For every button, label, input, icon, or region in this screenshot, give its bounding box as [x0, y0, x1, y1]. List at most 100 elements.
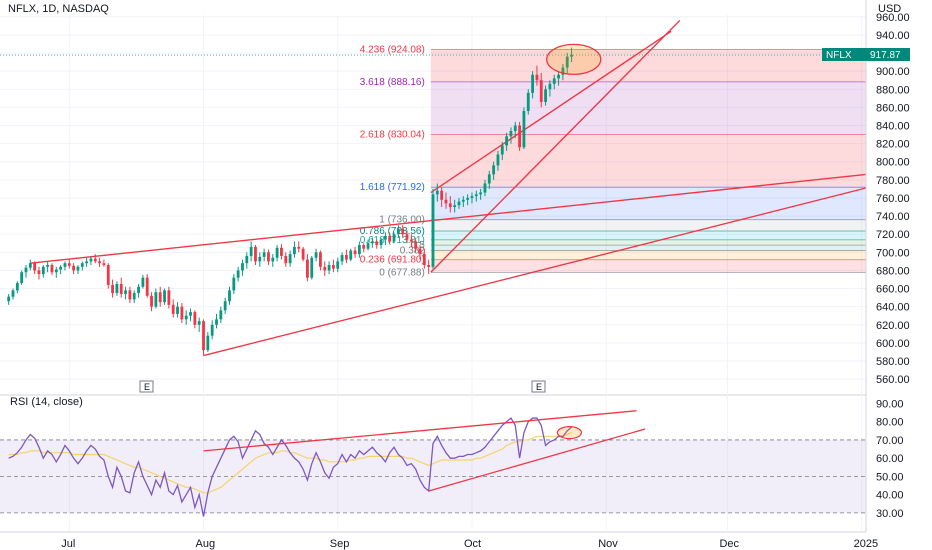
- candle-body: [93, 258, 97, 262]
- fib-band: [430, 49, 866, 82]
- candle-body: [388, 236, 392, 242]
- rsi-tick-label: 60.00: [876, 453, 904, 465]
- price-tick-label: 740.00: [876, 211, 910, 223]
- time-tick-label: Aug: [196, 538, 216, 550]
- candle-body: [76, 266, 80, 271]
- candle-body: [314, 252, 318, 258]
- candle-body: [340, 255, 344, 262]
- candle-body: [254, 246, 257, 262]
- rsi-trendline: [428, 428, 646, 492]
- candle-body: [132, 293, 136, 300]
- candle-body: [284, 255, 288, 264]
- price-tick-label: 880.00: [876, 84, 910, 96]
- candle-body: [461, 199, 465, 202]
- time-tick-label: 2025: [854, 538, 878, 550]
- axis-background: [866, 0, 932, 550]
- candle-body: [80, 263, 84, 267]
- candle-body: [570, 54, 573, 57]
- trendlines: [30, 19, 867, 357]
- candle-body: [357, 245, 361, 255]
- candle-body: [409, 239, 413, 242]
- candle-body: [448, 203, 452, 208]
- candle-body: [453, 205, 457, 208]
- candle-body: [353, 250, 357, 255]
- candle-body: [401, 228, 405, 235]
- trendline: [203, 187, 867, 357]
- candle-body: [232, 277, 236, 291]
- fib-level-label: 0 (677.88): [379, 267, 425, 278]
- candle-body: [137, 286, 140, 294]
- rsi-trendline: [203, 410, 637, 452]
- candle-body: [20, 272, 24, 284]
- fib-level-label: 0.786 (723.56): [360, 226, 425, 237]
- candle-body: [193, 312, 197, 325]
- price-tick-label: 600.00: [876, 338, 910, 350]
- earnings-marker-1[interactable]: E: [139, 380, 154, 393]
- candle-body: [15, 283, 19, 291]
- candles: [7, 47, 573, 356]
- candle-body: [11, 290, 15, 297]
- candle-body: [323, 266, 327, 271]
- candle-body: [106, 265, 110, 285]
- candle-body: [111, 284, 114, 294]
- candle-body: [306, 259, 309, 278]
- candle-body: [197, 321, 201, 325]
- candle-body: [370, 241, 374, 244]
- candle-body: [396, 228, 400, 235]
- candle-body: [487, 174, 491, 184]
- earnings-marker-2[interactable]: E: [531, 380, 546, 393]
- candle-body: [145, 277, 149, 296]
- candle-body: [470, 196, 474, 198]
- trendline: [30, 173, 867, 264]
- candle-body: [531, 74, 534, 93]
- fib-level-label: 0.5: [411, 240, 425, 251]
- candle-body: [535, 74, 539, 81]
- price-tick-label: 680.00: [876, 265, 910, 277]
- candle-body: [24, 267, 28, 273]
- rsi-tick-label: 80.00: [876, 417, 904, 429]
- candle-body: [418, 248, 422, 255]
- candle-body: [46, 265, 50, 267]
- candle-body: [293, 246, 296, 255]
- candle-body: [267, 252, 270, 262]
- candle-body: [59, 266, 63, 270]
- price-axis[interactable]: 560.00 580.00 600.00 620.00 640.00 660.00 680.…: [865, 0, 932, 550]
- currency-label: USD: [878, 3, 901, 15]
- candle-body: [72, 265, 76, 271]
- candle-body: [297, 246, 301, 249]
- candle-body: [431, 194, 435, 267]
- candle-body: [483, 183, 487, 193]
- price-tick-label: 800.00: [876, 157, 910, 169]
- candle-body: [474, 194, 478, 197]
- fib-band: [430, 187, 866, 220]
- candle-body: [561, 67, 565, 75]
- time-tick-label: Nov: [598, 538, 618, 550]
- price-badge-value: 917.87: [870, 50, 901, 61]
- fib-level-label: 1 (736.00): [379, 215, 425, 226]
- earnings-marker-text: E: [144, 382, 150, 392]
- candle-body: [180, 306, 184, 320]
- candle-body: [379, 239, 383, 246]
- candle-body: [119, 284, 123, 294]
- candle-body: [310, 257, 314, 278]
- candle-body: [422, 254, 426, 265]
- fib-labels: 4.236 (924.08) 3.618 (888.16) 2.618 (830.0…: [360, 44, 425, 278]
- candle-body: [219, 310, 223, 320]
- price-tick-label: 860.00: [876, 102, 910, 114]
- price-tick-label: 940.00: [876, 30, 910, 42]
- candle-body: [150, 295, 153, 307]
- fib-band: [430, 81, 866, 135]
- time-tick-label: Sep: [330, 538, 350, 550]
- candle-body: [444, 199, 448, 204]
- earnings-marker-text: E: [536, 382, 542, 392]
- time-tick-label: Jul: [61, 538, 75, 550]
- price-tick-label: 820.00: [876, 139, 910, 151]
- candle-body: [223, 301, 227, 311]
- rsi-axis[interactable]: 30.00 40.00 50.00 60.00 70.00 80.00 90.00: [876, 398, 904, 519]
- time-axis[interactable]: Jul Aug Sep Oct Nov Dec 2025: [61, 538, 878, 550]
- candle-body: [518, 125, 522, 148]
- candle-body: [154, 292, 158, 307]
- fib-level-label: 0.236 (691.80): [360, 255, 425, 266]
- candle-body: [54, 269, 58, 273]
